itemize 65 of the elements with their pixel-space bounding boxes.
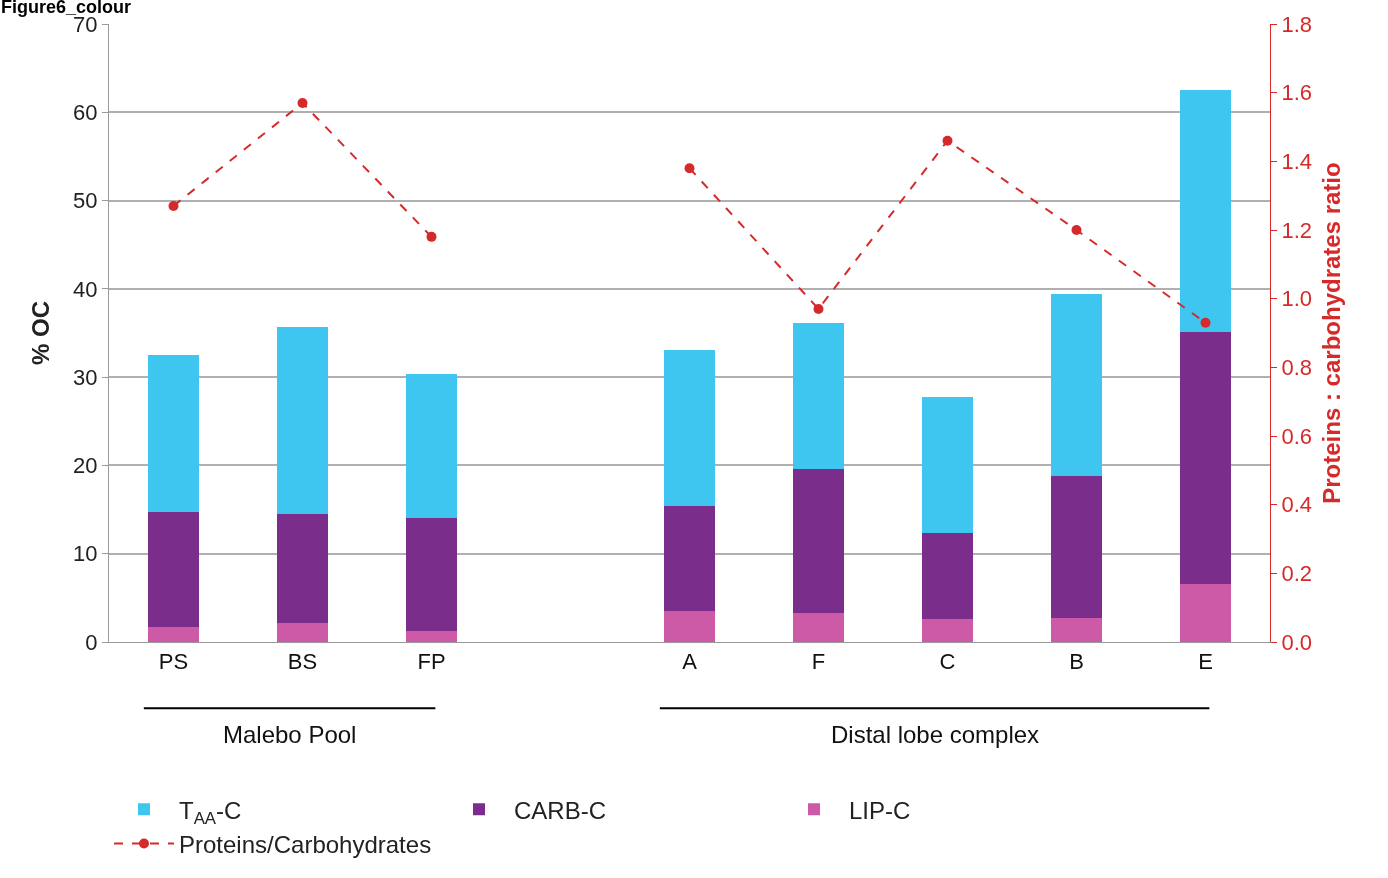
x-tick-label: C bbox=[939, 649, 956, 675]
y2-axis-title: Proteins : carbohydrates ratio bbox=[1318, 162, 1346, 504]
y2-tick-label: 1.8 bbox=[1281, 11, 1312, 37]
bar bbox=[1050, 618, 1103, 642]
bar bbox=[1179, 90, 1232, 333]
y-tick-label: 0 bbox=[85, 629, 98, 655]
bar bbox=[663, 611, 716, 642]
bar bbox=[276, 513, 329, 624]
y2-tick-label: 1.0 bbox=[1281, 286, 1312, 312]
x-tick-label: F bbox=[811, 649, 826, 675]
y-axis-title: % OC bbox=[27, 300, 55, 366]
y-tick-label: 60 bbox=[73, 99, 98, 125]
bar bbox=[1179, 332, 1232, 584]
point bbox=[426, 231, 437, 242]
y-tick-label: 40 bbox=[73, 276, 98, 302]
point bbox=[942, 135, 953, 146]
y2-tick-label: 0.2 bbox=[1281, 561, 1312, 587]
bar bbox=[405, 373, 458, 519]
y-tick-label: 10 bbox=[73, 541, 98, 567]
point bbox=[1200, 317, 1211, 328]
bar bbox=[147, 355, 200, 513]
y2-tick-label: 1.6 bbox=[1281, 80, 1312, 106]
bar bbox=[405, 631, 458, 642]
bar bbox=[663, 506, 716, 612]
y-tick-label: 30 bbox=[73, 364, 98, 390]
legend-label: Proteins/Carbohydrates bbox=[179, 830, 432, 858]
y-tick-label: 20 bbox=[73, 453, 98, 479]
point bbox=[684, 163, 695, 174]
x-tick-label: FP bbox=[417, 649, 446, 675]
x-tick-label: A bbox=[682, 649, 698, 675]
legend-label: T$_{AA}$-C bbox=[179, 796, 242, 828]
y-tick-label: 50 bbox=[73, 188, 98, 214]
point bbox=[1071, 225, 1082, 235]
x-tick-label: PS bbox=[158, 649, 189, 675]
bar bbox=[276, 326, 329, 514]
bar bbox=[405, 518, 458, 632]
point bbox=[813, 303, 824, 314]
y2-tick-label: 1.2 bbox=[1281, 217, 1312, 243]
y2-tick-label: 0.0 bbox=[1281, 629, 1312, 655]
bar bbox=[921, 397, 974, 533]
y2-tick-label: 0.8 bbox=[1281, 355, 1312, 381]
x-tick-label: B bbox=[1069, 649, 1084, 675]
bar bbox=[1050, 294, 1103, 477]
x-tick-label: E bbox=[1198, 649, 1213, 675]
bar bbox=[147, 626, 200, 642]
bar bbox=[792, 323, 845, 469]
text: Distal lobe complex bbox=[831, 721, 1040, 748]
y2-tick-label: 0.4 bbox=[1281, 492, 1312, 518]
x-tick-label: BS bbox=[287, 649, 318, 675]
legend-label: CARB-C bbox=[514, 796, 607, 824]
bar bbox=[147, 512, 200, 627]
legend-label: LIP-C bbox=[849, 796, 911, 824]
bar bbox=[792, 468, 845, 613]
bar bbox=[921, 619, 974, 642]
y2-tick-label: 1.4 bbox=[1281, 149, 1312, 175]
bar bbox=[1179, 583, 1232, 642]
text: Malebo Pool bbox=[223, 721, 357, 748]
bar bbox=[792, 612, 845, 642]
bar bbox=[663, 349, 716, 507]
bar bbox=[921, 532, 974, 620]
bar bbox=[276, 623, 329, 642]
bar bbox=[1050, 476, 1103, 619]
point bbox=[297, 97, 308, 108]
y2-tick-label: 0.6 bbox=[1281, 423, 1312, 449]
point bbox=[168, 200, 179, 211]
